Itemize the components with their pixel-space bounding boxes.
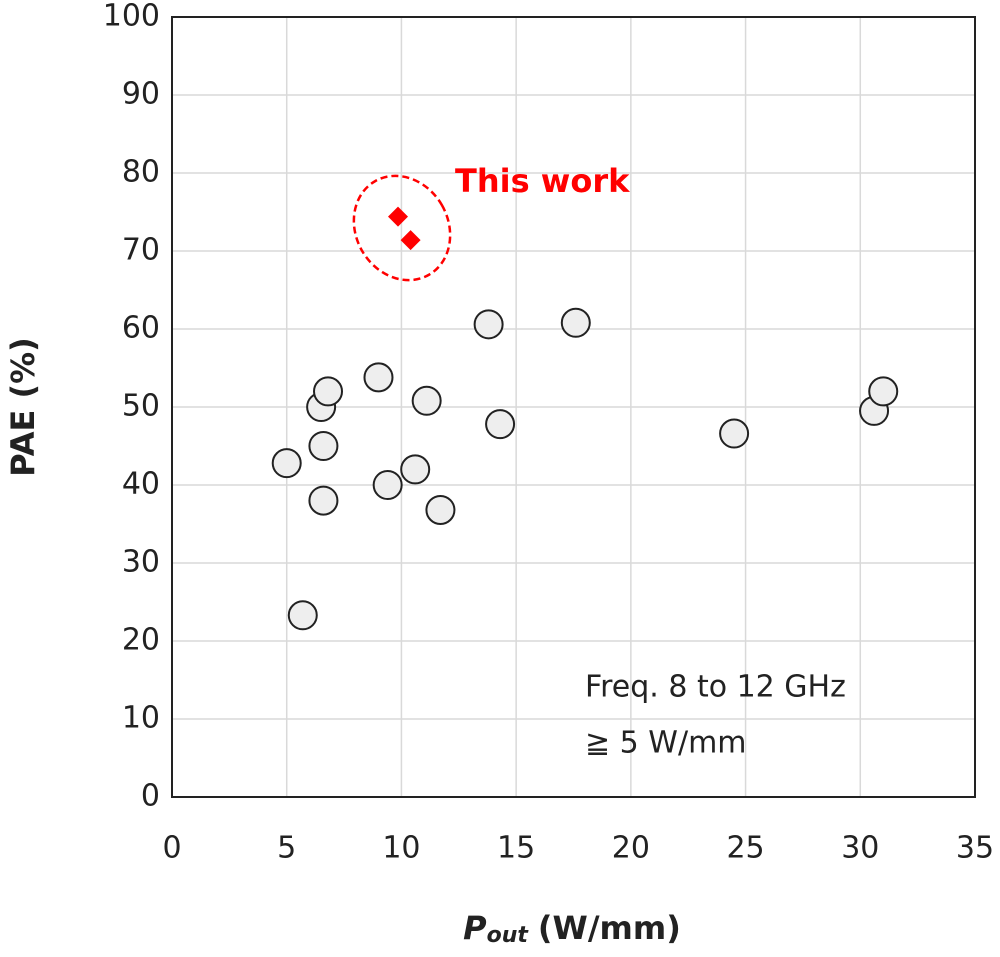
x-label-subscript: out xyxy=(487,923,530,948)
x-tick-label: 15 xyxy=(497,831,535,866)
y-tick-label: 90 xyxy=(122,77,160,112)
axes xyxy=(171,16,976,798)
x-tick-label: 20 xyxy=(612,831,650,866)
circle-point xyxy=(425,494,456,525)
y-tick-label: 80 xyxy=(122,155,160,190)
circle-point xyxy=(308,485,339,516)
plot-frame xyxy=(171,16,976,798)
circle-point xyxy=(411,385,442,416)
circle-point xyxy=(400,454,431,485)
x-tick-label: 10 xyxy=(382,831,420,866)
annotation: Freq. 8 to 12 GHz xyxy=(585,670,846,705)
circle-point xyxy=(473,309,504,340)
circle-point xyxy=(271,448,302,479)
y-tick-label: 50 xyxy=(122,389,160,424)
circle-point xyxy=(485,409,516,440)
circle-point xyxy=(308,431,339,461)
annotation: This work xyxy=(455,162,630,200)
x-tick-label: 25 xyxy=(726,831,764,866)
y-tick-label: 20 xyxy=(122,623,160,658)
x-tick-label: 5 xyxy=(277,831,296,866)
highlight-ellipse xyxy=(352,174,452,282)
circle-point xyxy=(560,307,591,338)
y-tick-label: 40 xyxy=(122,467,160,502)
circle-point xyxy=(287,600,318,631)
y-tick-label: 60 xyxy=(122,311,160,346)
circle-point xyxy=(372,470,403,500)
y-tick-label: 70 xyxy=(122,233,160,268)
diamond-point xyxy=(387,206,408,227)
y-axis-label: PAE (%) xyxy=(4,337,42,477)
x-axis-label: Pout (W/mm) xyxy=(463,909,681,948)
annotation: ≧ 5 W/mm xyxy=(585,726,747,761)
circle-point xyxy=(719,418,750,449)
circle-point xyxy=(868,376,899,407)
x-label-unit: (W/mm) xyxy=(538,909,681,947)
y-tick-label: 0 xyxy=(141,779,160,814)
diamond-point xyxy=(400,230,421,251)
circle-point xyxy=(313,376,344,407)
x-tick-label: 35 xyxy=(956,831,994,866)
y-tick-label: 100 xyxy=(103,0,160,34)
x-tick-label: 0 xyxy=(162,831,181,866)
y-tick-label: 10 xyxy=(122,701,160,736)
y-tick-label: 30 xyxy=(122,545,160,580)
circle-point xyxy=(363,362,394,393)
x-label-symbol: P xyxy=(463,909,487,947)
x-tick-label: 30 xyxy=(841,831,879,866)
